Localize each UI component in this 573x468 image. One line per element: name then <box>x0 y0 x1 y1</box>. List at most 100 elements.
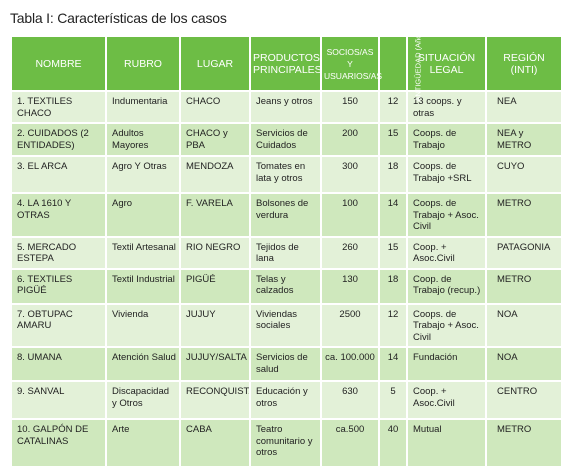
cell-socios: 260 <box>321 236 380 270</box>
cell-nombre: 2. CUIDADOS (2 ENTIDADES) <box>12 123 107 157</box>
header-socios: SOCIOS/AS Y USUARIOS/AS <box>321 37 383 92</box>
cell-rubro: Indumentaria <box>106 91 181 124</box>
table-row: 10. GALPÓN DE CATALINAS Arte CABA Teatro… <box>12 419 561 468</box>
cell-situacion: Coop. de Trabajo (recup.) <box>407 268 487 305</box>
cell-lugar: CABA <box>180 419 251 468</box>
cell-productos: Viviendas sociales <box>250 303 322 348</box>
cell-productos: Servicios de Cuidados <box>250 123 322 157</box>
header-productos: PRODUCTOS PRINCIPALES <box>250 37 322 92</box>
cell-rubro: Arte <box>106 419 181 468</box>
cell-lugar: CHACO y PBA <box>180 123 251 157</box>
cell-rubro: Discapacidad y Otros <box>106 381 181 420</box>
cell-socios: 100 <box>321 193 380 238</box>
cell-lugar: PIGÜÉ <box>180 268 251 305</box>
cell-region: CUYO <box>486 156 561 194</box>
cell-nombre: 4. LA 1610 Y OTRAS <box>12 193 107 238</box>
cell-region: PATAGONIA <box>486 236 561 270</box>
header-row: NOMBRE RUBRO LUGAR PRODUCTOS PRINCIPALES… <box>12 28 561 101</box>
cell-region: METRO <box>486 419 561 468</box>
cell-socios: 300 <box>321 156 380 194</box>
cell-nombre: 3. EL ARCA <box>12 156 107 194</box>
cases-table: NOMBRE RUBRO LUGAR PRODUCTOS PRINCIPALES… <box>12 28 561 468</box>
cell-rubro: Atención Salud <box>106 347 181 382</box>
cell-situacion: Coops. de Trabajo <box>407 123 487 157</box>
cell-socios: 200 <box>321 123 380 157</box>
table-row: 1. TEXTILES CHACO Indumentaria CHACO Jea… <box>12 91 561 124</box>
cell-situacion: Mutual <box>407 419 487 468</box>
cell-socios: 130 <box>321 268 380 305</box>
cell-nombre: 6. TEXTILES PIGÜÉ <box>12 268 107 305</box>
cell-antiguedad: 14 <box>379 193 408 238</box>
table-row: 6. TEXTILES PIGÜÉ Textil Industrial PIGÜ… <box>12 268 561 305</box>
cell-productos: Servicios de salud <box>250 347 322 382</box>
cell-region: METRO <box>486 268 561 305</box>
cell-situacion: Coops. de Trabajo + Asoc. Civil <box>407 303 487 348</box>
cell-region: NOA <box>486 347 561 382</box>
cell-rubro: Adultos Mayores <box>106 123 181 157</box>
header-antiguedad-label: ANTIGÜEDAD (Años) <box>413 27 423 102</box>
header-nombre: NOMBRE <box>12 37 107 92</box>
cell-antiguedad: 15 <box>379 123 408 157</box>
cell-rubro: Textil Artesanal <box>106 236 181 270</box>
cell-region: NEA y METRO <box>486 123 561 157</box>
cell-rubro: Agro Y Otras <box>106 156 181 194</box>
cell-socios: ca.500 <box>321 419 380 468</box>
cell-socios: 150 <box>321 91 380 124</box>
cell-situacion: 13 coops. y otras <box>407 91 487 124</box>
header-socios-label: SOCIOS/AS Y USUARIOS/AS <box>324 46 383 81</box>
cell-productos: Telas y calzados <box>250 268 322 305</box>
cell-antiguedad: 18 <box>379 268 408 305</box>
cell-socios: 630 <box>321 381 380 420</box>
cell-antiguedad: 15 <box>379 236 408 270</box>
header-rubro: RUBRO <box>106 37 181 92</box>
cell-lugar: JUJUY <box>180 303 251 348</box>
cell-productos: Bolsones de verdura <box>250 193 322 238</box>
table-row: 5. MERCADO ESTEPA Textil Artesanal RIO N… <box>12 236 561 270</box>
table-row: 2. CUIDADOS (2 ENTIDADES) Adultos Mayore… <box>12 123 561 157</box>
cell-lugar: RIO NEGRO <box>180 236 251 270</box>
cell-antiguedad: 5 <box>379 381 408 420</box>
table-caption: Tabla I: Características de los casos <box>10 10 227 26</box>
cell-nombre: 5. MERCADO ESTEPA <box>12 236 107 270</box>
cell-antiguedad: 14 <box>379 347 408 382</box>
cell-productos: Teatro comunitario y otros <box>250 419 322 468</box>
cell-lugar: JUJUY/SALTA <box>180 347 251 382</box>
cell-nombre: 1. TEXTILES CHACO <box>12 91 107 124</box>
cell-nombre: 7. OBTUPAC AMARU <box>12 303 107 348</box>
cell-rubro: Vivienda <box>106 303 181 348</box>
cell-situacion: Coop. + Asoc.Civil <box>407 236 487 270</box>
cell-nombre: 10. GALPÓN DE CATALINAS <box>12 419 107 468</box>
cell-lugar: RECONQUISTA <box>180 381 251 420</box>
cell-situacion: Fundación <box>407 347 487 382</box>
cell-nombre: 8. UMANA <box>12 347 107 382</box>
cell-productos: Jeans y otros <box>250 91 322 124</box>
cell-socios: 2500 <box>321 303 380 348</box>
table-row: 3. EL ARCA Agro Y Otras MENDOZA Tomates … <box>12 156 561 194</box>
cell-region: CENTRO <box>486 381 561 420</box>
cell-lugar: MENDOZA <box>180 156 251 194</box>
cell-antiguedad: 40 <box>379 419 408 468</box>
cell-rubro: Agro <box>106 193 181 238</box>
table-row: 7. OBTUPAC AMARU Vivienda JUJUY Vivienda… <box>12 303 561 348</box>
table-row: 9. SANVAL Discapacidad y Otros RECONQUIS… <box>12 381 561 420</box>
cell-antiguedad: 12 <box>379 91 408 124</box>
header-situacion: SITUACIÓN LEGAL <box>407 37 487 92</box>
table-row: 4. LA 1610 Y OTRAS Agro F. VARELA Bolson… <box>12 193 561 238</box>
cell-region: NEA <box>486 91 561 124</box>
cell-antiguedad: 18 <box>379 156 408 194</box>
cell-productos: Tomates en lata y otros <box>250 156 322 194</box>
cell-lugar: CHACO <box>180 91 251 124</box>
cell-productos: Tejidos de lana <box>250 236 322 270</box>
cell-situacion: Coops. de Trabajo +SRL <box>407 156 487 194</box>
cell-nombre: 9. SANVAL <box>12 381 107 420</box>
header-antiguedad: ANTIGÜEDAD (Años) <box>379 28 423 101</box>
header-region: REGIÓN (INTI) <box>486 37 561 92</box>
cell-region: NOA <box>486 303 561 348</box>
cell-rubro: Textil Industrial <box>106 268 181 305</box>
cell-situacion: Coop. + Asoc.Civil <box>407 381 487 420</box>
cell-region: METRO <box>486 193 561 238</box>
table-row: 8. UMANA Atención Salud JUJUY/SALTA Serv… <box>12 347 561 382</box>
cell-situacion: Coops. de Trabajo + Asoc. Civil <box>407 193 487 238</box>
cell-antiguedad: 12 <box>379 303 408 348</box>
header-lugar: LUGAR <box>180 37 251 92</box>
